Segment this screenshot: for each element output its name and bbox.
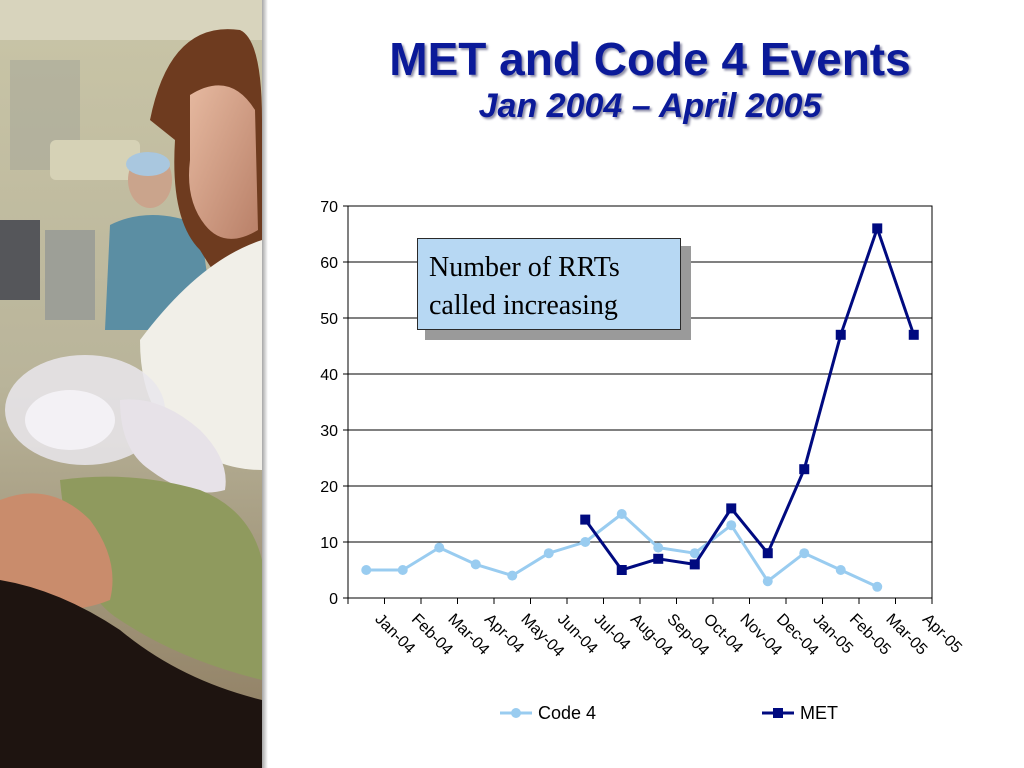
data-point-met — [799, 464, 810, 475]
legend-label-code-4: Code 4 — [538, 703, 596, 723]
data-point-met — [908, 329, 919, 340]
annotation-line-1: Number of RRTs — [429, 252, 620, 283]
legend-marker-met — [773, 708, 783, 718]
data-point-met — [653, 553, 664, 564]
legend-label-met: MET — [800, 703, 838, 723]
page-title: MET and Code 4 Events — [389, 33, 911, 85]
data-point-code-4 — [689, 548, 700, 559]
annotation-line-2: called increasing — [429, 290, 618, 321]
data-point-met — [726, 503, 737, 514]
data-point-code-4 — [762, 576, 773, 587]
data-point-code-4 — [616, 509, 627, 519]
y-tick-label: 50 — [320, 311, 338, 328]
data-point-code-4 — [361, 565, 372, 575]
data-point-met — [616, 565, 627, 575]
data-point-code-4 — [726, 520, 737, 531]
y-tick-label: 20 — [320, 479, 338, 496]
photo-divider-shadow — [262, 0, 268, 768]
data-point-met — [762, 548, 773, 559]
data-point-code-4 — [872, 581, 883, 592]
data-point-code-4 — [799, 548, 810, 559]
y-tick-label: 30 — [320, 423, 338, 440]
data-point-code-4 — [835, 565, 846, 575]
annotation-callout: Number of RRTs called increasing — [417, 238, 681, 330]
data-point-code-4 — [397, 565, 408, 575]
x-tick-label: Jan-04 — [371, 611, 418, 658]
y-tick-label: 60 — [320, 255, 338, 272]
x-axis: Jan-04Feb-04Mar-04Apr-04May-04Jun-04Jul-… — [347, 598, 965, 661]
page-subtitle: Jan 2004 – April 2005 — [478, 87, 822, 125]
legend-marker-code-4 — [511, 708, 521, 718]
y-axis: 0 10 20 30 40 50 60 70 — [320, 199, 348, 608]
series-layer — [361, 223, 919, 592]
y-tick-label: 70 — [320, 199, 338, 216]
y-tick-label: 40 — [320, 367, 338, 384]
data-point-code-4 — [470, 559, 481, 570]
photo-panel — [0, 0, 262, 768]
data-point-met — [580, 514, 591, 525]
data-point-code-4 — [507, 570, 518, 581]
y-tick-label: 0 — [329, 591, 338, 608]
data-point-code-4 — [543, 548, 554, 559]
data-point-met — [835, 329, 846, 340]
legend: Code 4 MET — [500, 703, 838, 723]
data-point-met — [872, 223, 883, 234]
clinical-photo — [0, 0, 262, 768]
data-point-code-4 — [580, 537, 591, 547]
series-line-met — [584, 226, 916, 572]
data-point-code-4 — [653, 542, 664, 553]
data-point-met — [689, 559, 700, 570]
data-point-code-4 — [434, 542, 445, 553]
y-tick-label: 10 — [320, 535, 338, 552]
